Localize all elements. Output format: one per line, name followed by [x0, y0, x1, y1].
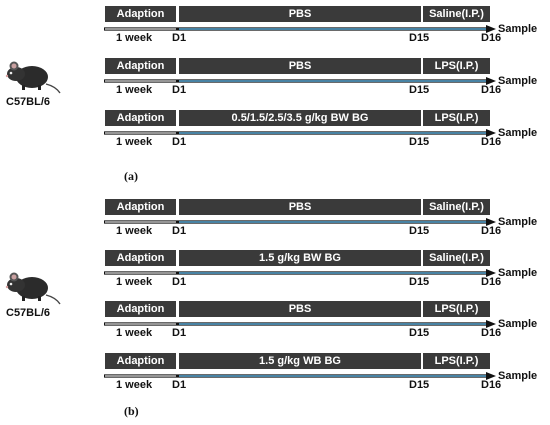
- timeline-arrow: [104, 77, 496, 85]
- timeline-row: Adaption PBS Saline(I.P.) 1 week D1 D15 …: [0, 199, 550, 239]
- injection-label: LPS(I.P.): [423, 301, 490, 317]
- week-label: 1 week: [116, 225, 153, 237]
- week-label: 1 week: [116, 276, 153, 288]
- d16-label: D16: [481, 379, 502, 391]
- d15-label: D15: [409, 136, 430, 148]
- timeline-row: Adaption PBS LPS(I.P.) 1 week D1 D15 D16…: [0, 301, 550, 341]
- d15-label: D15: [409, 379, 430, 391]
- sample-label: Sample: [498, 127, 538, 139]
- d1-label: D1: [172, 32, 187, 44]
- d15-label: D15: [409, 84, 430, 96]
- d16-label: D16: [481, 32, 502, 44]
- treatment-label: 1.5 g/kg BW BG: [179, 250, 421, 266]
- timeline-row: Adaption 1.5 g/kg WB BG LPS(I.P.) 1 week…: [0, 353, 550, 393]
- d16-label: D16: [481, 84, 502, 96]
- mouse-icon: [5, 272, 61, 305]
- week-label: 1 week: [116, 327, 153, 339]
- injection-label: Saline(I.P.): [423, 199, 490, 215]
- d1-label: D1: [172, 225, 187, 237]
- sample-label: Sample: [498, 267, 538, 279]
- week-label: 1 week: [116, 379, 153, 391]
- mouse-icon: [5, 61, 61, 94]
- adaption-label: Adaption: [105, 6, 176, 22]
- injection-label: LPS(I.P.): [423, 110, 490, 126]
- treatment-label: PBS: [179, 58, 421, 74]
- timeline-arrow: [104, 372, 496, 380]
- d1-label: D1: [172, 84, 187, 96]
- sample-label: Sample: [498, 75, 538, 87]
- d16-label: D16: [481, 225, 502, 237]
- d1-label: D1: [172, 276, 187, 288]
- week-label: 1 week: [116, 136, 153, 148]
- timeline-row: Adaption PBS LPS(I.P.) 1 week D1 D15 D16…: [0, 58, 550, 98]
- timeline-row: Adaption 0.5/1.5/2.5/3.5 g/kg BW BG LPS(…: [0, 110, 550, 150]
- timeline-row: Adaption 1.5 g/kg BW BG Saline(I.P.) 1 w…: [0, 250, 550, 290]
- adaption-label: Adaption: [105, 301, 176, 317]
- d1-label: D1: [172, 379, 187, 391]
- injection-label: Saline(I.P.): [423, 250, 490, 266]
- timeline-arrow: [104, 269, 496, 277]
- timeline-arrow: [104, 218, 496, 226]
- d15-label: D15: [409, 32, 430, 44]
- treatment-label: PBS: [179, 6, 421, 22]
- d16-label: D16: [481, 136, 502, 148]
- sample-label: Sample: [498, 318, 538, 330]
- sample-label: Sample: [498, 370, 538, 382]
- panel-label: (b): [124, 404, 139, 418]
- adaption-label: Adaption: [105, 58, 176, 74]
- injection-label: LPS(I.P.): [423, 353, 490, 369]
- sample-label: Sample: [498, 216, 538, 228]
- adaption-label: Adaption: [105, 250, 176, 266]
- d16-label: D16: [481, 276, 502, 288]
- treatment-label: 1.5 g/kg WB BG: [179, 353, 421, 369]
- adaption-label: Adaption: [105, 110, 176, 126]
- d15-label: D15: [409, 225, 430, 237]
- timeline-arrow: [104, 25, 496, 33]
- treatment-label: PBS: [179, 301, 421, 317]
- timeline-row: Adaption PBS Saline(I.P.) 1 week D1 D15 …: [0, 6, 550, 46]
- d1-label: D1: [172, 327, 187, 339]
- sample-label: Sample: [498, 23, 538, 35]
- injection-label: LPS(I.P.): [423, 58, 490, 74]
- strain-label: C57BL/6: [6, 307, 51, 319]
- week-label: 1 week: [116, 32, 153, 44]
- strain-label: C57BL/6: [6, 96, 51, 108]
- treatment-label: PBS: [179, 199, 421, 215]
- week-label: 1 week: [116, 84, 153, 96]
- d1-label: D1: [172, 136, 187, 148]
- adaption-label: Adaption: [105, 199, 176, 215]
- d15-label: D15: [409, 327, 430, 339]
- injection-label: Saline(I.P.): [423, 6, 490, 22]
- timeline-arrow: [104, 129, 496, 137]
- d16-label: D16: [481, 327, 502, 339]
- adaption-label: Adaption: [105, 353, 176, 369]
- treatment-label: 0.5/1.5/2.5/3.5 g/kg BW BG: [179, 110, 421, 126]
- d15-label: D15: [409, 276, 430, 288]
- panel-label: (a): [124, 169, 138, 183]
- timeline-arrow: [104, 320, 496, 328]
